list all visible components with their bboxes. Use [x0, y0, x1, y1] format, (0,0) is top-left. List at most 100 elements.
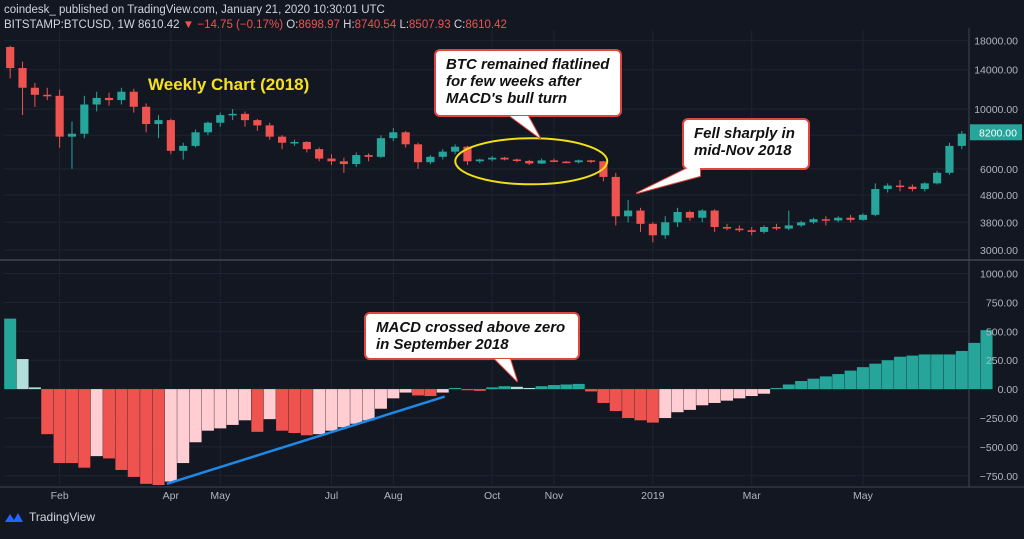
macd-histogram-bar — [918, 354, 931, 390]
last-price: 8610.42 — [137, 19, 180, 31]
candle-body — [735, 228, 744, 231]
macd-histogram-bar — [844, 370, 857, 390]
macd-histogram-bar — [609, 389, 622, 412]
macd-tick-label: −500.00 — [980, 442, 1018, 454]
callout-text: BTC remained flatlined — [446, 56, 610, 73]
candle-body — [500, 157, 509, 160]
macd-histogram-bar — [16, 359, 29, 390]
macd-histogram-bar — [646, 389, 659, 423]
macd-tick-label: 250.00 — [986, 355, 1018, 367]
candle-body — [685, 211, 695, 218]
candle-body — [352, 155, 361, 165]
price-tick-label: 3800.00 — [980, 217, 1018, 229]
macd-histogram-bar — [115, 389, 128, 470]
macd-histogram-bar — [758, 389, 771, 394]
macd-tick-label: −250.00 — [980, 413, 1018, 425]
candle-body — [43, 94, 52, 97]
macd-histogram-bar — [288, 389, 301, 434]
macd-histogram-bar — [745, 389, 758, 397]
candle-body — [277, 136, 287, 143]
tradingview-logo-icon — [5, 512, 23, 522]
candle-body — [67, 133, 77, 137]
candle-body — [784, 225, 793, 229]
macd-histogram-bar — [931, 354, 944, 390]
macd-histogram-bar — [708, 389, 721, 403]
candle-body — [228, 113, 237, 116]
macd-histogram-bar — [239, 389, 251, 421]
macd-histogram-bar — [696, 389, 709, 406]
candle-body — [834, 217, 843, 221]
candle-body — [315, 149, 324, 159]
macd-histogram-bar — [313, 389, 326, 435]
candle-body — [908, 186, 917, 190]
candle-body — [438, 151, 447, 157]
candle-body — [797, 222, 806, 226]
price-change: −14.75 (−0.17%) — [197, 19, 284, 31]
candle-body — [624, 210, 633, 217]
macd-histogram-bar — [894, 356, 907, 390]
macd-histogram-bar — [498, 386, 511, 390]
callout-pointer-fill — [510, 116, 540, 138]
candle-body — [426, 156, 435, 163]
candle-body — [339, 161, 348, 165]
callout-text: mid-Nov 2018 — [694, 142, 792, 159]
macd-histogram-bar — [721, 389, 733, 401]
candle-body — [698, 210, 707, 218]
macd-histogram-bar — [424, 389, 437, 397]
candle-body — [154, 120, 163, 125]
price-tick-label: 6000.00 — [980, 164, 1018, 176]
candle-body — [327, 158, 336, 162]
price-tick-label: 4800.00 — [980, 190, 1018, 202]
macd-histogram-bar — [374, 389, 387, 409]
candle-body — [636, 210, 645, 224]
macd-histogram-bar — [634, 389, 647, 421]
macd-histogram-bar — [164, 389, 177, 482]
callout-pointer-fill — [495, 359, 517, 381]
candle-body — [191, 132, 200, 146]
time-tick-label: Feb — [51, 490, 69, 502]
macd-tick-label: 0.00 — [998, 384, 1019, 396]
macd-tick-label: 500.00 — [986, 326, 1018, 338]
candle-body — [104, 97, 114, 101]
low-value: 8507.93 — [409, 19, 451, 31]
macd-histogram-bar — [547, 385, 560, 390]
macd-histogram-bar — [560, 384, 573, 390]
macd-histogram-bar — [78, 389, 91, 468]
candle-body — [957, 133, 966, 146]
macd-histogram-bar — [263, 389, 276, 420]
high-value: 8740.54 — [354, 19, 397, 31]
candle-body — [203, 122, 213, 133]
macd-tick-label: −750.00 — [980, 471, 1018, 483]
candle-body — [562, 161, 571, 164]
macd-histogram-bar — [399, 389, 412, 393]
macd-histogram-bar — [251, 389, 264, 432]
macd-histogram-bar — [214, 389, 227, 429]
publisher-name[interactable]: coindesk_ — [4, 4, 56, 16]
macd-histogram-bar — [41, 389, 54, 435]
time-tick-label: Mar — [743, 490, 762, 502]
macd-histogram-bar — [140, 389, 153, 484]
candle-body — [549, 160, 559, 162]
macd-histogram-bar — [819, 376, 832, 390]
macd-histogram-bar — [486, 387, 499, 390]
candle-body — [895, 185, 905, 188]
macd-trend-line — [166, 395, 446, 486]
macd-histogram-bar — [436, 389, 449, 393]
macd-histogram-bar — [412, 389, 425, 396]
symbol-label[interactable]: BITSTAMP:BTCUSD, 1W — [4, 19, 135, 31]
candle-body — [871, 189, 880, 215]
candle-body — [710, 210, 719, 227]
macd-histogram-bar — [337, 389, 350, 428]
candle-body — [488, 157, 497, 160]
macd-histogram-bar — [4, 318, 17, 390]
candle-body — [512, 159, 521, 161]
macd-histogram-bar — [65, 389, 78, 464]
current-price-tag — [970, 124, 1022, 141]
tradingview-brand[interactable]: TradingView — [4, 510, 95, 524]
candle-body — [673, 211, 682, 223]
callout-box — [364, 312, 580, 360]
candle-body — [747, 230, 756, 232]
candle-body — [883, 185, 892, 190]
macd-tick-label: 750.00 — [986, 297, 1018, 309]
callout-text: for few weeks after — [446, 73, 582, 90]
